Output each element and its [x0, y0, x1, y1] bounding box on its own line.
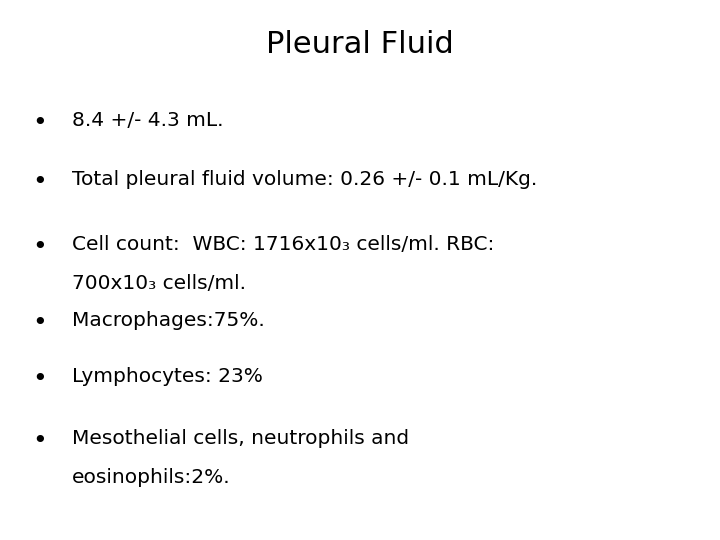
Text: 8.4 +/- 4.3 mL.: 8.4 +/- 4.3 mL. [72, 111, 223, 130]
Text: 700x10₃ cells/ml.: 700x10₃ cells/ml. [72, 274, 246, 293]
Text: •: • [32, 170, 47, 194]
Text: Mesothelial cells, neutrophils and: Mesothelial cells, neutrophils and [72, 429, 409, 448]
Text: •: • [32, 367, 47, 391]
Text: eosinophils:2%.: eosinophils:2%. [72, 468, 230, 487]
Text: Pleural Fluid: Pleural Fluid [266, 30, 454, 59]
Text: Macrophages:75%.: Macrophages:75%. [72, 310, 265, 329]
Text: •: • [32, 235, 47, 259]
Text: Lymphocytes: 23%: Lymphocytes: 23% [72, 367, 263, 386]
Text: Total pleural fluid volume: 0.26 +/- 0.1 mL/Kg.: Total pleural fluid volume: 0.26 +/- 0.1… [72, 170, 537, 189]
Text: •: • [32, 111, 47, 134]
Text: Cell count:  WBC: 1716x10₃ cells/ml. RBC:: Cell count: WBC: 1716x10₃ cells/ml. RBC: [72, 235, 495, 254]
Text: •: • [32, 310, 47, 334]
Text: •: • [32, 429, 47, 453]
